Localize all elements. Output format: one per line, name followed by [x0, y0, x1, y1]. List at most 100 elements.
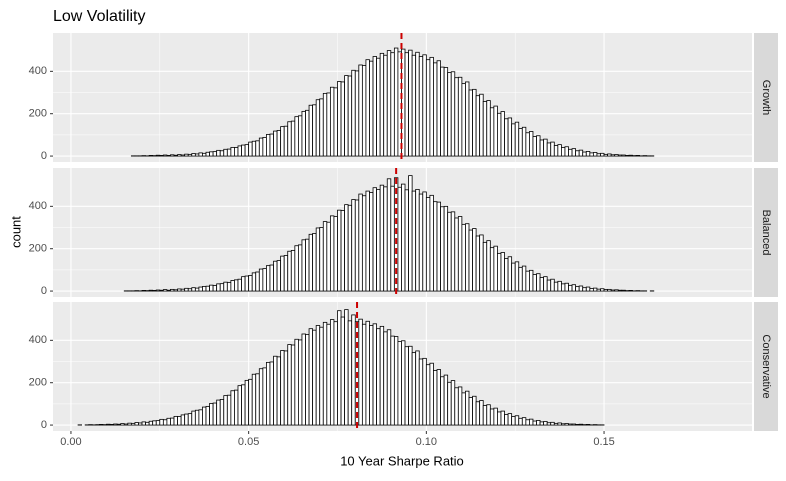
bar [149, 155, 153, 156]
bar [490, 108, 494, 156]
bar [561, 284, 565, 291]
y-tick-label: 0 [41, 150, 47, 162]
bar [394, 48, 398, 156]
bar [238, 146, 242, 156]
bar [576, 287, 580, 291]
bar [465, 391, 469, 425]
bar [334, 322, 338, 425]
bar [391, 53, 395, 156]
y-tick-label: 0 [41, 285, 47, 297]
bar [99, 424, 103, 425]
bar [537, 420, 541, 425]
bar [373, 324, 377, 425]
bar [242, 385, 246, 425]
bar [593, 152, 597, 156]
bar [380, 185, 384, 291]
bar [270, 134, 274, 156]
bar [295, 117, 299, 156]
bar [455, 388, 459, 425]
bar [160, 155, 164, 156]
bar [604, 290, 608, 291]
bar [234, 390, 238, 425]
bar [398, 341, 402, 425]
bar [259, 269, 263, 291]
bar [210, 285, 214, 291]
bar [302, 111, 306, 156]
bar [213, 152, 217, 156]
bar [352, 200, 356, 292]
bar [249, 379, 253, 425]
bar [547, 423, 551, 425]
bar [167, 155, 171, 156]
bar [170, 418, 174, 425]
bar [604, 154, 608, 156]
bar [544, 139, 548, 156]
bar [174, 290, 178, 291]
bar [441, 67, 445, 156]
y-tick-label: 200 [29, 377, 47, 389]
bar [533, 421, 537, 425]
bar [188, 414, 192, 425]
bar [462, 84, 466, 156]
bar [327, 324, 331, 425]
bar [377, 58, 381, 156]
bar [419, 194, 423, 291]
bar [345, 310, 349, 425]
bar [579, 286, 583, 291]
strip-label: Conservative [760, 334, 772, 398]
bar [313, 330, 317, 425]
bar [206, 286, 210, 291]
bar [163, 420, 167, 425]
bar [419, 57, 423, 157]
bar [156, 421, 160, 425]
bar [533, 137, 537, 156]
bar [117, 424, 121, 425]
bar [320, 228, 324, 292]
bar [529, 419, 533, 425]
bar [483, 242, 487, 291]
bar [558, 423, 562, 425]
bar [416, 351, 420, 425]
bar [142, 290, 146, 291]
bar [476, 402, 480, 425]
bar [405, 190, 409, 291]
bar [202, 286, 206, 291]
bar [266, 266, 270, 291]
bar [181, 289, 185, 291]
bar [337, 82, 341, 157]
bar [288, 345, 292, 425]
bar [366, 191, 370, 291]
bar [565, 424, 569, 425]
bar [259, 138, 263, 156]
bar [437, 202, 441, 291]
bar [185, 414, 189, 425]
bar [195, 154, 199, 156]
bar [281, 127, 285, 156]
bar [373, 57, 377, 157]
bar [185, 288, 189, 291]
bar [430, 57, 434, 156]
bar [469, 230, 473, 291]
bar [576, 424, 580, 425]
y-tick-label: 400 [29, 200, 47, 212]
strip-label: Balanced [760, 210, 772, 256]
bar [245, 276, 249, 291]
bar [462, 224, 466, 291]
bar [202, 407, 206, 425]
bar [437, 370, 441, 425]
bar [494, 408, 498, 425]
bar [401, 341, 405, 425]
bar [316, 100, 320, 156]
bar [622, 290, 626, 291]
bar [384, 187, 388, 291]
bar [551, 279, 555, 291]
bar [288, 122, 292, 156]
bar [565, 147, 569, 156]
bar [153, 421, 157, 425]
bar [480, 94, 484, 156]
bar [160, 419, 164, 425]
bar [476, 96, 480, 156]
bar [505, 414, 509, 425]
bar [572, 285, 576, 291]
